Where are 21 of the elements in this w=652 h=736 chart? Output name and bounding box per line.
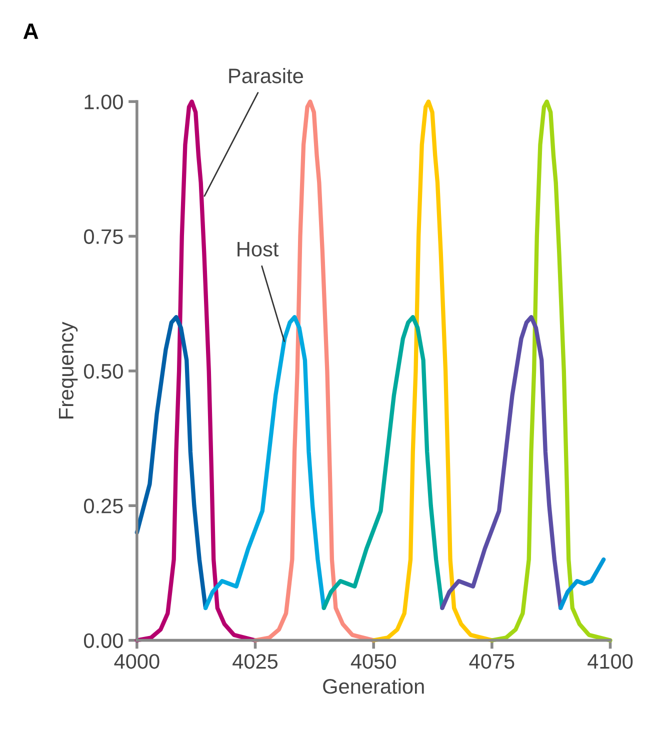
y-axis-title: Frequency (58, 322, 78, 418)
line-series (372, 99, 494, 642)
line-series (322, 314, 444, 610)
line-series (440, 314, 563, 610)
y-tick-label: 0.00 (84, 633, 123, 648)
y-tick-label: 0.25 (84, 498, 123, 514)
x-tick-label: 4000 (114, 654, 160, 669)
x-tick-label: 4075 (469, 654, 514, 669)
y-tick-label: 0.75 (84, 229, 123, 244)
y-tick-label: 0.50 (84, 364, 123, 379)
line-series (490, 99, 612, 642)
x-axis-title: Generation (323, 678, 424, 694)
x-tick-label: 4100 (588, 654, 633, 669)
x-tick-label: 4050 (350, 654, 396, 669)
y-tick-label: 1.00 (84, 94, 123, 110)
line-series (203, 314, 326, 610)
annotation: Parasite (229, 68, 303, 84)
line-series (558, 557, 606, 610)
x-tick-label: 4025 (232, 654, 278, 669)
text: A (23, 24, 38, 39)
annotation: Host (238, 242, 279, 257)
